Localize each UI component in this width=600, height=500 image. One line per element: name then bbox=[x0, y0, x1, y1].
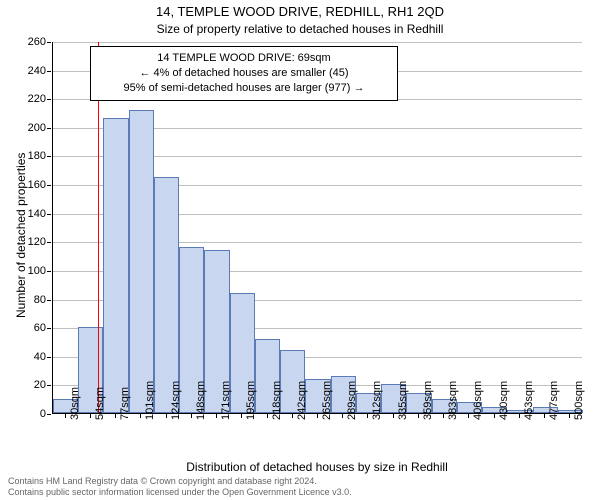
x-tick-label: 101sqm bbox=[144, 381, 156, 420]
info-line-2: ← 4% of detached houses are smaller (45) bbox=[99, 66, 389, 81]
x-tick-label: 218sqm bbox=[271, 381, 283, 420]
title-main: 14, TEMPLE WOOD DRIVE, REDHILL, RH1 2QD bbox=[0, 4, 600, 19]
x-ticks: 30sqm54sqm77sqm101sqm124sqm148sqm171sqm1… bbox=[52, 414, 582, 464]
x-tick-label: 242sqm bbox=[296, 381, 308, 420]
info-line-3: 95% of semi-detached houses are larger (… bbox=[99, 81, 389, 96]
x-tick-label: 406sqm bbox=[472, 381, 484, 420]
x-tick-label: 54sqm bbox=[94, 387, 106, 420]
histogram-bar bbox=[103, 118, 128, 413]
chart-stage: 14, TEMPLE WOOD DRIVE, REDHILL, RH1 2QD … bbox=[0, 0, 600, 500]
x-axis-label: Distribution of detached houses by size … bbox=[52, 460, 582, 474]
y-tick-label: 100 bbox=[28, 265, 46, 277]
y-tick-label: 240 bbox=[28, 65, 46, 77]
footer-line-1: Contains HM Land Registry data © Crown c… bbox=[8, 476, 352, 487]
footer-line-2: Contains public sector information licen… bbox=[8, 487, 352, 498]
x-tick-label: 430sqm bbox=[498, 381, 510, 420]
y-tick-label: 260 bbox=[28, 36, 46, 48]
y-tick-label: 60 bbox=[34, 322, 46, 334]
info-line-1: 14 TEMPLE WOOD DRIVE: 69sqm bbox=[99, 51, 389, 66]
x-tick-label: 124sqm bbox=[170, 381, 182, 420]
x-tick-label: 383sqm bbox=[447, 381, 459, 420]
x-tick-label: 312sqm bbox=[371, 381, 383, 420]
y-tick-label: 180 bbox=[28, 150, 46, 162]
title-sub: Size of property relative to detached ho… bbox=[0, 22, 600, 36]
x-tick-label: 477sqm bbox=[548, 381, 560, 420]
x-tick-label: 77sqm bbox=[119, 387, 131, 420]
y-tick-label: 80 bbox=[34, 294, 46, 306]
y-tick-label: 200 bbox=[28, 122, 46, 134]
y-tick-label: 0 bbox=[40, 408, 46, 420]
x-tick-label: 195sqm bbox=[245, 381, 257, 420]
y-tick-label: 160 bbox=[28, 179, 46, 191]
y-tick-label: 40 bbox=[34, 351, 46, 363]
info-box: 14 TEMPLE WOOD DRIVE: 69sqm ← 4% of deta… bbox=[90, 46, 398, 101]
x-tick-label: 171sqm bbox=[220, 381, 232, 420]
y-tick-label: 140 bbox=[28, 208, 46, 220]
y-tick-label: 220 bbox=[28, 93, 46, 105]
y-axis-label: Number of detached properties bbox=[14, 153, 28, 318]
x-tick-label: 359sqm bbox=[422, 381, 434, 420]
y-tick-label: 120 bbox=[28, 236, 46, 248]
x-tick-label: 148sqm bbox=[195, 381, 207, 420]
histogram-bar bbox=[129, 110, 154, 413]
x-tick-label: 453sqm bbox=[523, 381, 535, 420]
x-tick-label: 289sqm bbox=[346, 381, 358, 420]
footer: Contains HM Land Registry data © Crown c… bbox=[8, 476, 352, 498]
x-tick-label: 500sqm bbox=[573, 381, 585, 420]
x-tick-label: 265sqm bbox=[321, 381, 333, 420]
x-tick-label: 30sqm bbox=[69, 387, 81, 420]
histogram-bar bbox=[154, 177, 179, 413]
x-tick-label: 335sqm bbox=[397, 381, 409, 420]
y-tick-label: 20 bbox=[34, 379, 46, 391]
